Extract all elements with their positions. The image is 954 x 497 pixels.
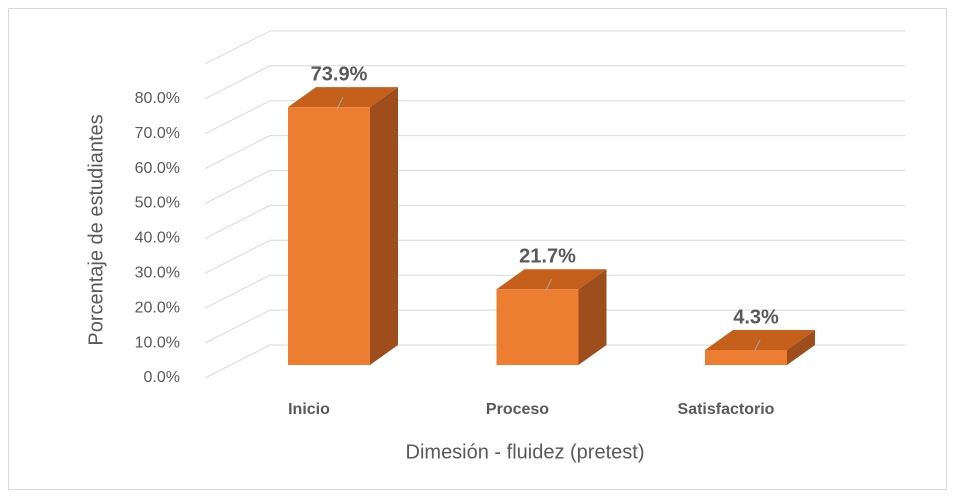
wall-edge [204,30,271,65]
grid-line [204,309,905,344]
bar-side [787,329,815,365]
grid-line [204,204,905,239]
grid-line [204,135,905,170]
bar-front [705,349,787,365]
x-tick-label: Proceso [486,401,549,418]
bar-front [288,107,370,366]
grid-line [204,100,905,135]
y-tick-label: 50.0% [135,195,180,212]
y-tick-label: 10.0% [135,334,180,351]
y-tick-label: 40.0% [135,230,180,247]
y-tick-label: 80.0% [135,90,180,107]
y-tick-label: 70.0% [135,125,180,142]
chart-border [8,8,947,490]
bar [496,269,607,365]
value-label: 4.3% [733,306,779,328]
value-label: 73.9% [311,63,368,85]
bar-front [496,289,579,365]
leader-line [545,279,552,292]
y-tick-label: 0.0% [144,369,180,386]
leader-line [753,339,761,353]
y-tick-label: 20.0% [135,299,180,316]
leader-line [336,96,344,110]
bar-side [578,269,607,365]
grid-line [204,65,905,100]
bar [288,87,398,366]
x-tick-label: Inicio [288,401,330,418]
grid-line [204,274,905,309]
bar [705,329,815,365]
x-axis-title: Dimesión - fluidez (pretest) [406,441,645,463]
grid-line [204,239,905,274]
grid-line [204,344,905,379]
y-tick-label: 60.0% [135,160,180,177]
y-tick-label: 30.0% [135,265,180,282]
y-axis-title: Porcentaje de estudiantes [85,114,107,345]
bar-side [370,87,398,366]
grid-line [204,170,905,204]
value-label: 21.7% [519,246,576,268]
x-tick-label: Satisfactorio [678,401,775,418]
